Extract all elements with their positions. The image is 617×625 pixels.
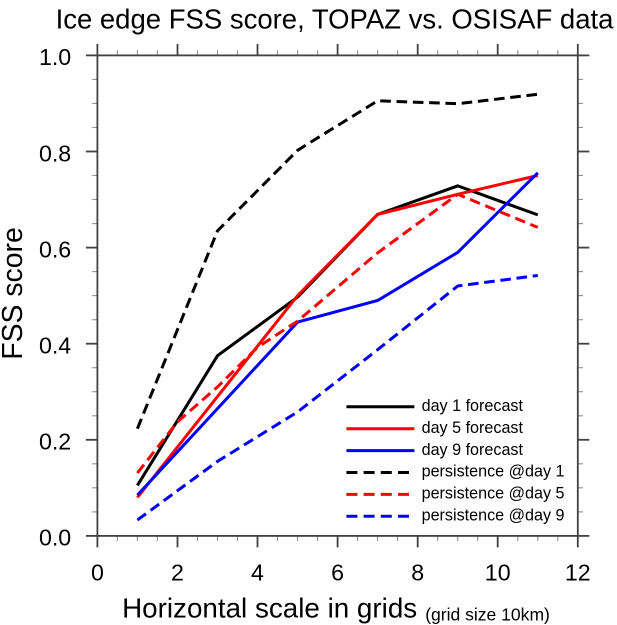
svg-text:0.2: 0.2 xyxy=(39,429,71,455)
svg-text:0.0: 0.0 xyxy=(39,525,71,551)
svg-text:day 9 forecast: day 9 forecast xyxy=(422,441,524,459)
svg-text:persistence @day 5: persistence @day 5 xyxy=(422,485,565,503)
svg-text:10: 10 xyxy=(485,559,511,585)
svg-text:persistence @day 1: persistence @day 1 xyxy=(422,463,565,481)
svg-text:Ice edge FSS score, TOPAZ vs.: Ice edge FSS score, TOPAZ vs. OSISAF dat… xyxy=(56,3,615,34)
svg-text:day 5 forecast: day 5 forecast xyxy=(422,419,524,437)
svg-text:day 1 forecast: day 1 forecast xyxy=(422,397,524,415)
svg-text:0: 0 xyxy=(91,559,104,585)
svg-text:0.4: 0.4 xyxy=(39,333,71,359)
svg-text:12: 12 xyxy=(565,559,591,585)
svg-text:0.6: 0.6 xyxy=(39,236,71,262)
svg-text:4: 4 xyxy=(251,559,264,585)
svg-text:8: 8 xyxy=(411,559,424,585)
svg-text:(grid size 10km): (grid size 10km) xyxy=(425,604,550,624)
svg-text:2: 2 xyxy=(171,559,184,585)
svg-text:6: 6 xyxy=(331,559,344,585)
svg-text:1.0: 1.0 xyxy=(39,44,71,70)
svg-text:FSS score: FSS score xyxy=(0,227,29,360)
svg-text:persistence @day 9: persistence @day 9 xyxy=(422,507,565,525)
svg-text:Horizontal scale in grids: Horizontal scale in grids xyxy=(122,592,417,623)
svg-text:0.8: 0.8 xyxy=(39,140,71,166)
